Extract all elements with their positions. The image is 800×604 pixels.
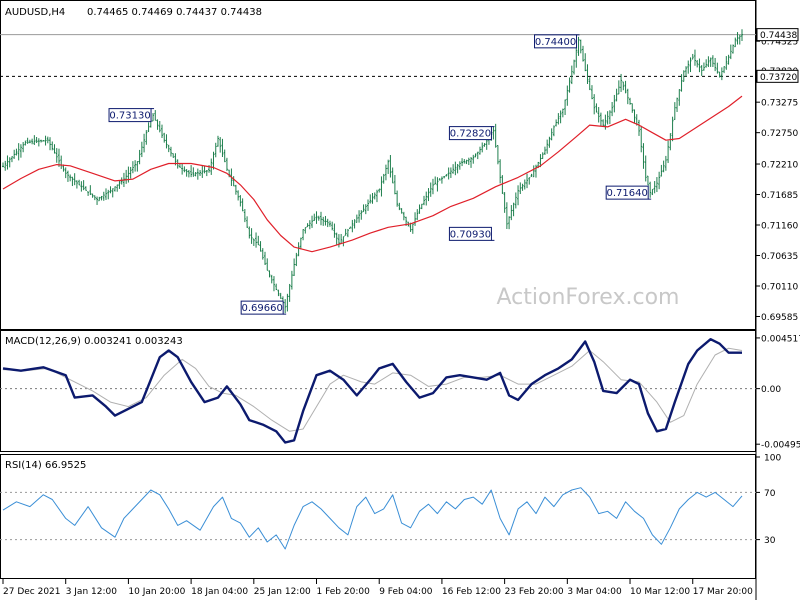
rsi-line [2, 487, 743, 550]
x-tick-label: 16 Feb 12:00 [442, 587, 501, 597]
current-price-tag-label: 0.74438 [760, 31, 797, 41]
price-y-tick-label: 0.73275 [761, 99, 798, 109]
macd-y-tick-label: -0.00495 [761, 441, 800, 451]
x-tick-label: 25 Jan 12:00 [254, 587, 311, 597]
price-y-tick-label: 0.72750 [761, 129, 798, 139]
price-annotation-label: 0.71640 [607, 188, 648, 199]
x-tick-label: 9 Feb 04:00 [379, 587, 433, 597]
annotation-layer: 0.73130 0.69660 0.72820 0.70930 0.74400 0.716… [108, 34, 652, 315]
price-annotation-box [240, 300, 284, 315]
price-bars [2, 29, 743, 314]
macd-y-tick-label: 0.004517 [761, 334, 800, 344]
x-tick-label: 17 Mar 20:00 [693, 587, 753, 597]
x-tick-label: 18 Jan 04:00 [191, 587, 248, 597]
price-annotation-box [448, 226, 492, 241]
moving-average-line [2, 95, 743, 253]
x-tick-label: 27 Dec 2021 [3, 587, 61, 597]
rsi-y-tick-label: 30 [764, 536, 776, 546]
x-tick-label: 3 Jan 12:00 [66, 587, 118, 597]
price-y-tick-label: 0.70110 [761, 282, 798, 292]
price-symbol: AUDUSD,H4 [5, 7, 65, 18]
price-y-tick-label: 0.72210 [761, 161, 798, 171]
price-annotation: 0.70930 [448, 226, 495, 241]
current-price-tag: 0.74438 [756, 28, 799, 42]
price-y-tick-label: 0.69585 [761, 313, 798, 323]
price-annotation-label: 0.73130 [109, 111, 150, 122]
macd-line [2, 338, 742, 444]
current-price-tag-box [756, 28, 799, 42]
price-panel-frame [0, 0, 756, 330]
watermark: ActionForex.com [497, 285, 680, 310]
rsi-y-tick-label: 100 [764, 454, 781, 464]
x-tick-label: 3 Mar 04:00 [567, 587, 622, 597]
price-annotation: 0.71640 [605, 185, 652, 200]
price-annotation-box [448, 126, 492, 141]
series-layer [2, 29, 743, 550]
price-y-tick-label: 0.70635 [761, 252, 798, 262]
price-y-tick-label: 0.71685 [761, 191, 798, 201]
axis-layer: 0.743250.738200.732750.727500.722100.716… [2, 28, 800, 597]
price-annotation: 0.69660 [240, 300, 287, 315]
x-tick-label: 1 Feb 20:00 [317, 587, 371, 597]
dashed-level-tag-label: 0.73720 [760, 73, 797, 83]
price-ohlc: 0.74465 0.74469 0.74437 0.74438 [87, 7, 262, 18]
price-annotation-box [605, 185, 649, 200]
x-tick-label: 10 Jan 20:00 [128, 587, 185, 597]
macd-y-tick-label: 0.00 [761, 385, 781, 395]
price-annotation: 0.74400 [534, 34, 580, 49]
price-annotation: 0.73130 [108, 108, 155, 123]
price-annotation-label: 0.69660 [241, 303, 282, 314]
x-tick-label: 10 Mar 12:00 [630, 587, 690, 597]
price-annotation-label: 0.74400 [535, 37, 576, 48]
x-tick-label: 23 Feb 20:00 [505, 587, 564, 597]
price-annotation: 0.72820 [448, 126, 495, 141]
price-annotation-label: 0.72820 [450, 129, 491, 140]
dashed-level-tag: 0.73720 [756, 69, 799, 83]
macd-title: MACD(12,26,9) 0.003241 0.003243 [5, 336, 183, 347]
price-annotation-box [534, 34, 578, 49]
price-title: AUDUSD,H4 0.74465 0.74469 0.74437 0.7443… [5, 7, 262, 18]
grid-layer [0, 34, 756, 541]
price-annotation-label: 0.70930 [450, 229, 491, 240]
rsi-panel-frame [0, 454, 756, 579]
rsi-y-tick-label: 70 [764, 489, 776, 499]
price-y-tick-label: 0.74325 [761, 38, 798, 48]
price-annotation-box [108, 108, 152, 123]
macd-panel-frame [0, 330, 756, 452]
dashed-level-tag-box [756, 69, 799, 83]
rsi-title: RSI(14) 66.9525 [5, 460, 86, 471]
price-y-tick-label: 0.71160 [761, 222, 798, 232]
